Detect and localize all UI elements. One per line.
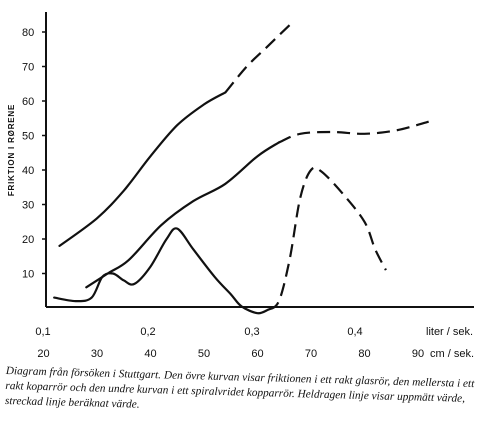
y-tick-label: 70	[22, 62, 34, 74]
series-middle-calculated-line	[278, 120, 429, 144]
x-bottom-unit-label: cm / sek.	[430, 348, 474, 360]
series-lower-measured-line	[53, 227, 270, 315]
x-top-tick-label: 0,4	[347, 326, 362, 338]
series-upper-measured-line	[58, 91, 227, 247]
y-tick-label: 20	[22, 234, 34, 246]
series-upper-calculated-line	[224, 24, 291, 94]
y-tick-label: 10	[22, 269, 34, 281]
curves	[53, 24, 429, 315]
x-top-unit-label: liter / sek.	[426, 326, 473, 338]
series-lower-calculated-line	[267, 166, 387, 311]
x-top-tick-label: 0,3	[244, 326, 259, 338]
x-top-tick-label: 0,2	[140, 326, 155, 338]
y-tick-label: 30	[22, 200, 34, 212]
x-bottom-tick-label: 40	[144, 348, 156, 360]
series-middle-measured-line	[85, 141, 280, 289]
x-bottom-tick-label: 80	[358, 348, 370, 360]
x-bottom-tick-label: 60	[251, 348, 263, 360]
x-bottom-tick-label: 90	[412, 348, 424, 360]
x-bottom-tick-label: 50	[198, 348, 210, 360]
y-axis-label: FRIKTION I RØRENE	[7, 104, 16, 196]
y-tick-label: 80	[22, 27, 34, 39]
x-bottom-tick-label: 70	[305, 348, 317, 360]
y-tick-label: 40	[22, 165, 34, 177]
axes	[42, 12, 474, 308]
x-bottom-tick-label: 30	[91, 348, 103, 360]
friction-chart: FRIKTION I RØRENE liter / sek. cm / sek.…	[7, 12, 474, 360]
caption: Diagram från försöken i Stuttgart. Den ö…	[4, 364, 475, 411]
x-top-tick-label: 0,1	[35, 326, 50, 338]
labels: FRIKTION I RØRENE liter / sek. cm / sek.…	[7, 27, 474, 360]
x-bottom-tick-label: 20	[37, 348, 49, 360]
y-tick-label: 60	[22, 96, 34, 108]
y-tick-label: 50	[22, 131, 34, 143]
